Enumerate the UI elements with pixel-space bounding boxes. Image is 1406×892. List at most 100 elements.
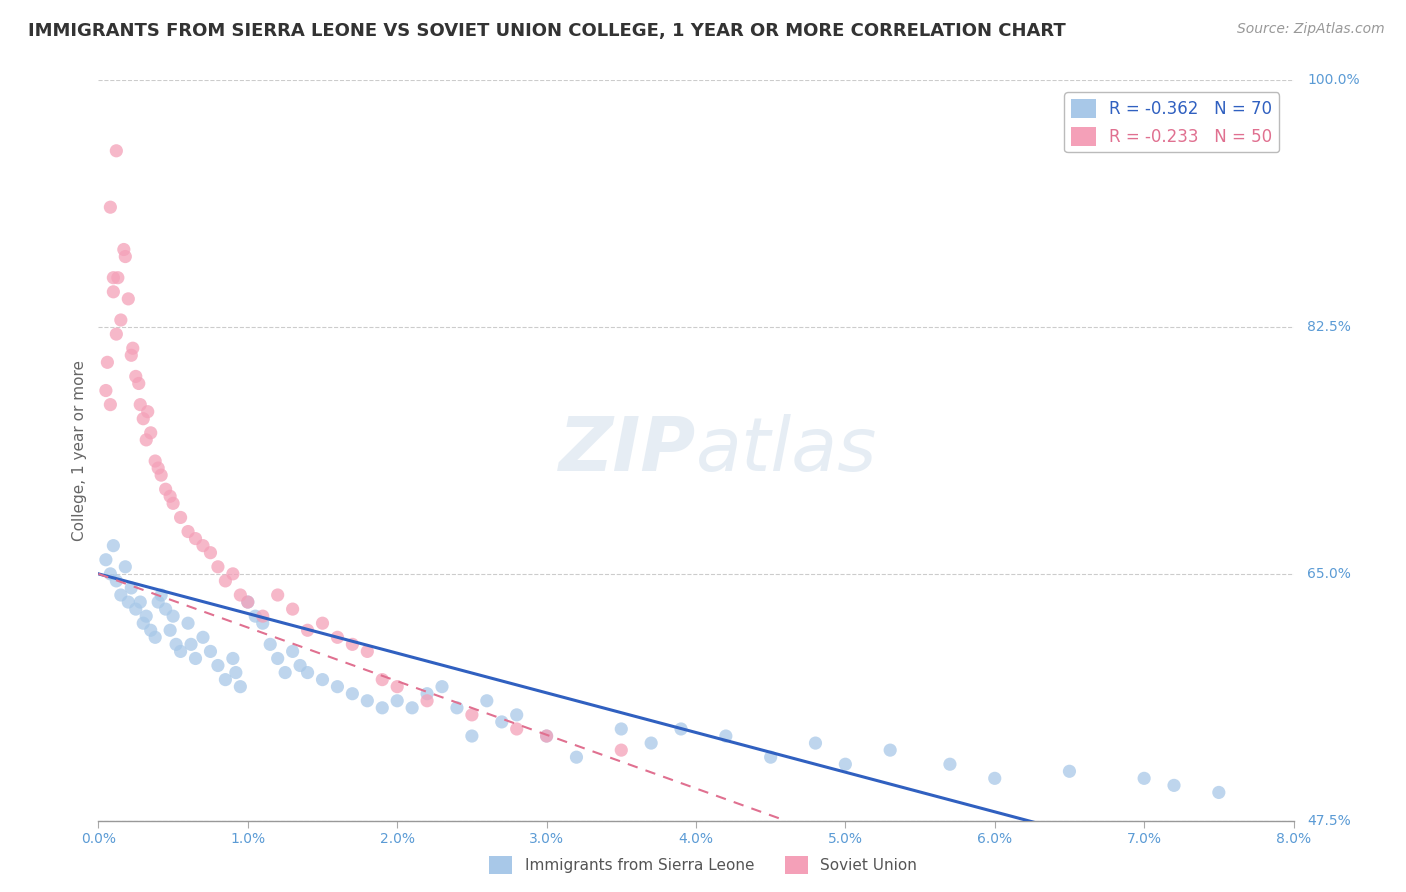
Point [879,743,901,757]
Point [1208,785,1230,799]
Point [143,454,166,468]
Point [135,433,157,447]
Point [245,609,267,624]
Point [297,624,319,638]
Point [159,624,181,638]
Point [180,637,202,651]
Point [191,630,214,644]
Point [939,757,962,772]
Point [834,757,856,772]
Point [356,644,378,658]
Point [114,559,136,574]
Point [342,687,364,701]
Point [139,425,162,440]
Point [200,546,222,560]
Point [288,658,311,673]
Text: 65.0%: 65.0% [1308,566,1351,581]
Point [129,595,152,609]
Point [125,369,148,384]
Point [143,630,166,644]
Point [125,602,148,616]
Point [1059,764,1081,779]
Point [430,680,453,694]
Point [117,595,139,609]
Point [162,609,184,624]
Point [669,722,692,736]
Point [165,637,187,651]
Text: atlas: atlas [696,415,877,486]
Point [311,673,333,687]
Point [184,532,207,546]
Point [139,624,162,638]
Point [281,644,304,658]
Point [804,736,827,750]
Point [506,707,529,722]
Point [252,609,274,624]
Point [236,595,259,609]
Point [162,496,184,510]
Point [98,398,122,412]
Point [311,616,333,631]
Point [252,616,274,631]
Point [150,588,173,602]
Point [475,694,498,708]
Point [132,616,155,631]
Text: 82.5%: 82.5% [1308,320,1351,334]
Point [984,772,1007,786]
Point [120,581,142,595]
Point [385,694,409,708]
Point [326,630,349,644]
Point [214,673,236,687]
Point [105,144,128,158]
Point [110,313,132,327]
Point [267,588,290,602]
Point [103,285,125,299]
Point [148,461,170,475]
Point [491,714,513,729]
Point [640,736,662,750]
Point [117,292,139,306]
Point [103,270,125,285]
Text: ZIP: ZIP [558,414,696,487]
Point [461,707,484,722]
Point [107,270,129,285]
Text: 47.5%: 47.5% [1308,814,1351,828]
Point [461,729,484,743]
Point [759,750,782,764]
Point [274,665,297,680]
Point [371,673,394,687]
Point [281,602,304,616]
Point [98,566,122,581]
Point [121,341,143,355]
Point [371,701,394,715]
Text: Source: ZipAtlas.com: Source: ZipAtlas.com [1237,22,1385,37]
Point [129,398,152,412]
Point [94,384,117,398]
Point [114,250,136,264]
Point [105,327,128,342]
Point [1163,778,1185,792]
Text: 100.0%: 100.0% [1308,73,1360,87]
Point [356,694,378,708]
Point [259,637,281,651]
Point [326,680,349,694]
Point [105,574,128,588]
Point [565,750,588,764]
Point [229,680,252,694]
Point [128,376,150,391]
Point [714,729,737,743]
Point [401,701,423,715]
Point [155,602,177,616]
Point [229,588,252,602]
Point [110,588,132,602]
Point [610,722,633,736]
Point [207,559,229,574]
Point [96,355,118,369]
Point [159,489,181,503]
Legend: R = -0.362   N = 70, R = -0.233   N = 50: R = -0.362 N = 70, R = -0.233 N = 50 [1064,92,1279,153]
Point [214,574,236,588]
Point [98,200,122,214]
Point [177,616,200,631]
Text: IMMIGRANTS FROM SIERRA LEONE VS SOVIET UNION COLLEGE, 1 YEAR OR MORE CORRELATION: IMMIGRANTS FROM SIERRA LEONE VS SOVIET U… [28,22,1066,40]
Point [112,243,135,257]
